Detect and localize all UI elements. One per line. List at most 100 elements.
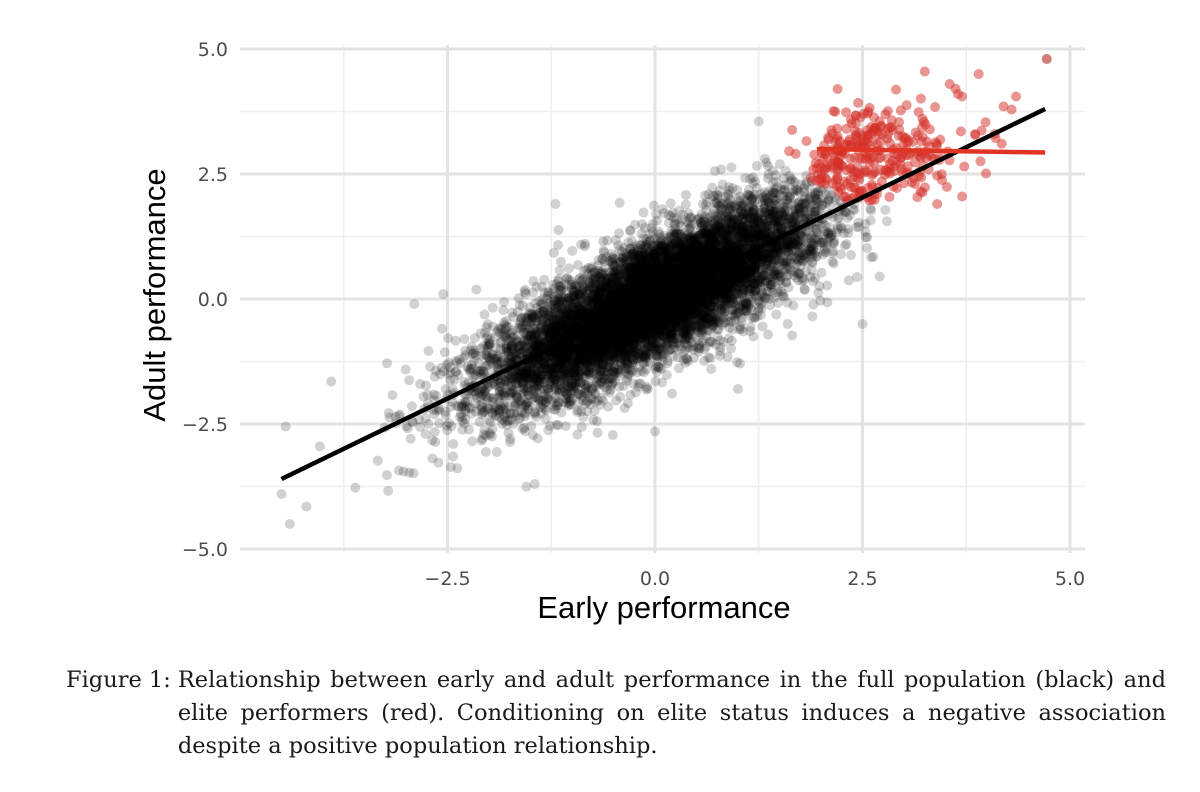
population-point [632,275,643,286]
population-point [679,327,690,338]
population-point [650,271,661,282]
population-point [564,263,575,274]
population-point [631,320,642,331]
population-point [691,314,702,325]
population-point [586,351,597,362]
population-point [672,333,683,344]
population-point [714,235,725,246]
population-point [434,418,445,429]
population-point [636,366,647,377]
population-point [405,433,416,444]
population-point [528,378,539,389]
population-point [655,254,666,265]
population-point [672,303,683,314]
population-point [667,333,678,344]
population-point [637,219,648,230]
population-point [675,243,686,254]
population-point [738,209,749,220]
population-point [751,269,762,280]
population-point [607,302,618,313]
population-point [727,269,738,280]
population-point [523,397,534,408]
population-point [689,230,700,241]
population-point [539,307,550,318]
population-point [383,485,394,496]
population-point [683,232,694,243]
population-point [574,311,585,322]
population-point [675,238,686,249]
population-point [604,272,615,283]
population-point [666,241,677,252]
population-point [555,375,566,386]
population-point [664,270,675,281]
population-point [644,252,655,263]
population-points [276,54,1052,529]
population-point [645,320,656,331]
population-point [759,202,770,213]
population-point [535,321,546,332]
population-point [561,389,572,400]
population-point [513,349,524,360]
population-point [384,412,395,423]
population-point [519,370,530,381]
population-point [607,430,618,441]
population-point [538,314,549,325]
population-point [314,441,325,452]
population-point [664,307,675,318]
population-point [521,481,532,492]
population-point [699,244,710,255]
population-point [643,254,654,265]
population-point [718,296,729,307]
population-point [880,204,891,215]
population-point [613,345,624,356]
population-point [652,270,663,281]
population-point [601,293,612,304]
population-point [526,344,537,355]
population-point [754,230,765,241]
population-point [657,275,668,286]
population-point [638,207,649,218]
population-point [705,219,716,230]
population-point [533,335,544,346]
population-point [448,451,459,462]
population-point [522,368,533,379]
population-point [497,355,508,366]
population-point [487,302,498,313]
population-point [581,301,592,312]
population-point [634,311,645,322]
population-point [746,252,757,263]
population-point [639,284,650,295]
population-point [617,288,628,299]
population-point [400,364,411,375]
population-point [555,256,566,267]
population-point [677,286,688,297]
population-point [561,319,572,330]
population-point [549,383,560,394]
population-point [759,195,770,206]
population-point [593,333,604,344]
population-point [555,351,566,362]
population-point [554,323,565,334]
population-point [659,310,670,321]
population-point [623,276,634,287]
population-point [680,199,691,210]
population-point [743,235,754,246]
population-point [577,365,588,376]
population-point [865,215,876,226]
population-point [634,310,645,321]
population-point [685,263,696,274]
population-point [676,249,687,260]
population-point [673,268,684,279]
population-point [722,246,733,257]
population-point [625,320,636,331]
population-point [578,335,589,346]
population-point [661,369,672,380]
population-point [704,281,715,292]
population-point [645,256,656,267]
population-point [681,267,692,278]
population-point [584,347,595,358]
population-point [709,252,720,263]
population-point [742,219,753,230]
population-point [750,254,761,265]
population-point [600,333,611,344]
